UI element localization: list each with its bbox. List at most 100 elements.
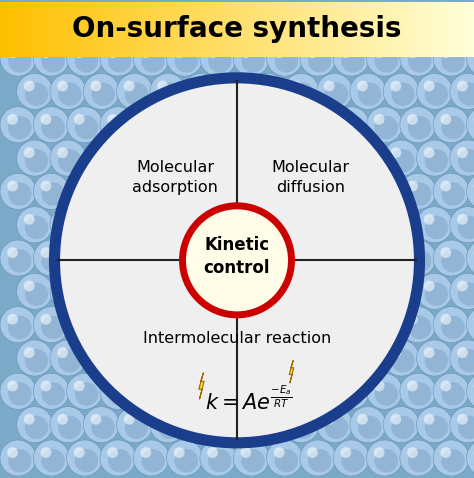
Bar xyxy=(431,2,434,56)
Circle shape xyxy=(41,449,65,472)
Circle shape xyxy=(241,249,265,272)
Circle shape xyxy=(424,281,435,292)
Circle shape xyxy=(291,81,301,91)
Circle shape xyxy=(450,407,474,443)
Bar xyxy=(465,2,467,56)
Circle shape xyxy=(157,281,168,292)
Circle shape xyxy=(24,347,35,358)
Circle shape xyxy=(141,0,165,6)
Bar xyxy=(443,2,446,56)
Circle shape xyxy=(58,416,82,439)
Circle shape xyxy=(457,281,468,292)
Circle shape xyxy=(441,382,465,406)
Bar xyxy=(351,2,353,56)
Circle shape xyxy=(283,407,319,443)
Circle shape xyxy=(100,440,136,476)
Circle shape xyxy=(258,416,282,439)
Circle shape xyxy=(440,114,451,125)
Bar xyxy=(325,2,327,56)
Circle shape xyxy=(167,307,203,343)
Circle shape xyxy=(74,47,85,58)
Bar xyxy=(62,2,64,56)
Circle shape xyxy=(174,380,185,391)
Circle shape xyxy=(392,82,415,106)
Circle shape xyxy=(266,440,302,476)
Circle shape xyxy=(58,149,82,173)
Circle shape xyxy=(200,307,236,343)
Bar xyxy=(178,2,180,56)
Circle shape xyxy=(217,140,253,176)
Bar xyxy=(12,2,14,56)
Circle shape xyxy=(300,440,336,476)
Circle shape xyxy=(325,149,348,173)
Circle shape xyxy=(341,116,365,139)
Circle shape xyxy=(440,247,451,258)
Circle shape xyxy=(350,407,386,443)
Circle shape xyxy=(424,14,435,25)
Bar xyxy=(313,2,315,56)
Circle shape xyxy=(133,0,169,10)
Circle shape xyxy=(317,7,353,43)
Circle shape xyxy=(441,449,465,472)
Circle shape xyxy=(67,240,103,276)
Circle shape xyxy=(100,240,136,276)
Bar xyxy=(182,2,185,56)
Circle shape xyxy=(292,149,315,173)
Bar xyxy=(47,2,50,56)
Circle shape xyxy=(291,14,301,25)
Circle shape xyxy=(67,440,103,476)
Circle shape xyxy=(250,74,286,109)
Circle shape xyxy=(400,0,436,10)
Circle shape xyxy=(17,74,53,109)
Circle shape xyxy=(191,347,201,358)
Circle shape xyxy=(417,140,453,176)
Circle shape xyxy=(67,373,103,409)
Circle shape xyxy=(408,0,431,6)
Bar xyxy=(467,2,469,56)
Circle shape xyxy=(75,315,98,339)
Circle shape xyxy=(58,16,82,39)
Circle shape xyxy=(374,183,398,206)
Circle shape xyxy=(292,16,315,39)
Circle shape xyxy=(0,373,36,409)
Circle shape xyxy=(200,373,236,409)
Circle shape xyxy=(108,382,131,406)
Circle shape xyxy=(224,81,235,91)
Circle shape xyxy=(25,16,48,39)
Circle shape xyxy=(217,273,253,309)
Circle shape xyxy=(458,416,474,439)
Circle shape xyxy=(233,440,269,476)
Bar xyxy=(152,2,154,56)
Circle shape xyxy=(408,382,431,406)
Circle shape xyxy=(325,282,348,306)
Circle shape xyxy=(358,349,382,372)
Circle shape xyxy=(183,273,219,309)
Circle shape xyxy=(366,440,402,476)
Circle shape xyxy=(441,0,465,6)
Circle shape xyxy=(24,81,35,91)
Bar xyxy=(126,2,128,56)
Circle shape xyxy=(67,107,103,143)
Circle shape xyxy=(91,282,115,306)
Circle shape xyxy=(274,449,298,472)
Circle shape xyxy=(374,247,384,258)
Bar xyxy=(365,2,367,56)
Circle shape xyxy=(357,347,368,358)
Circle shape xyxy=(408,449,431,472)
Circle shape xyxy=(383,7,419,43)
Circle shape xyxy=(207,447,218,458)
Circle shape xyxy=(183,407,219,443)
Circle shape xyxy=(325,16,348,39)
Circle shape xyxy=(274,382,298,406)
Circle shape xyxy=(175,49,198,73)
Bar xyxy=(109,2,111,56)
Bar xyxy=(287,2,289,56)
Circle shape xyxy=(191,81,201,91)
Circle shape xyxy=(33,174,69,209)
Circle shape xyxy=(183,74,219,109)
Circle shape xyxy=(225,282,248,306)
Circle shape xyxy=(191,216,215,239)
Circle shape xyxy=(374,447,384,458)
Circle shape xyxy=(317,140,353,176)
Circle shape xyxy=(133,40,169,76)
